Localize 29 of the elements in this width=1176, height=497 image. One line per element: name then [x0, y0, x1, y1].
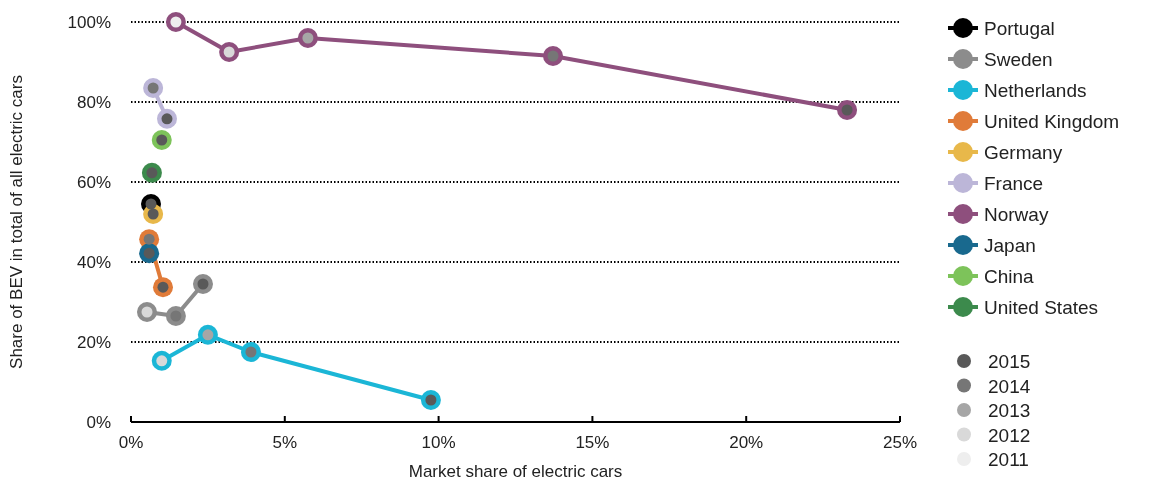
x-tick-label: 0%	[118, 433, 144, 452]
x-tick-label: 25%	[882, 433, 918, 452]
legend-label: United States	[984, 297, 1099, 318]
legend-label: 2013	[988, 400, 1031, 421]
legend-label: France	[984, 173, 1044, 194]
legend-label: China	[984, 266, 1035, 287]
x-tick-label: 20%	[729, 433, 764, 452]
y-tick-label: 40%	[76, 253, 111, 272]
legend-label: 2014	[988, 375, 1031, 397]
x-tick-label: 10%	[421, 433, 456, 452]
legend-label: 2015	[988, 351, 1031, 372]
x-tick-label: 15%	[575, 433, 610, 452]
legend-label: Sweden	[984, 49, 1053, 70]
y-tick-label: 20%	[76, 333, 111, 352]
legend-label: Portugal	[984, 18, 1055, 39]
y-tick-label: 0%	[86, 413, 111, 432]
legend-label: Norway	[984, 204, 1049, 225]
y-tick-label: 80%	[76, 93, 111, 112]
legend-label: 2012	[988, 424, 1031, 446]
x-axis-title: Market share of electric cars	[408, 462, 623, 481]
legend-label: Japan	[984, 235, 1036, 256]
y-tick-label: 100%	[67, 13, 111, 32]
y-tick-label: 60%	[76, 173, 111, 192]
legend-label: Germany	[984, 142, 1063, 163]
legend-label: United Kingdom	[984, 111, 1120, 132]
legend-label: Netherlands	[984, 80, 1087, 101]
x-tick-label: 5%	[272, 433, 298, 452]
legend-label: 2011	[988, 449, 1029, 470]
y-axis-title: Share of BEV in total of all electric cars	[7, 75, 26, 369]
